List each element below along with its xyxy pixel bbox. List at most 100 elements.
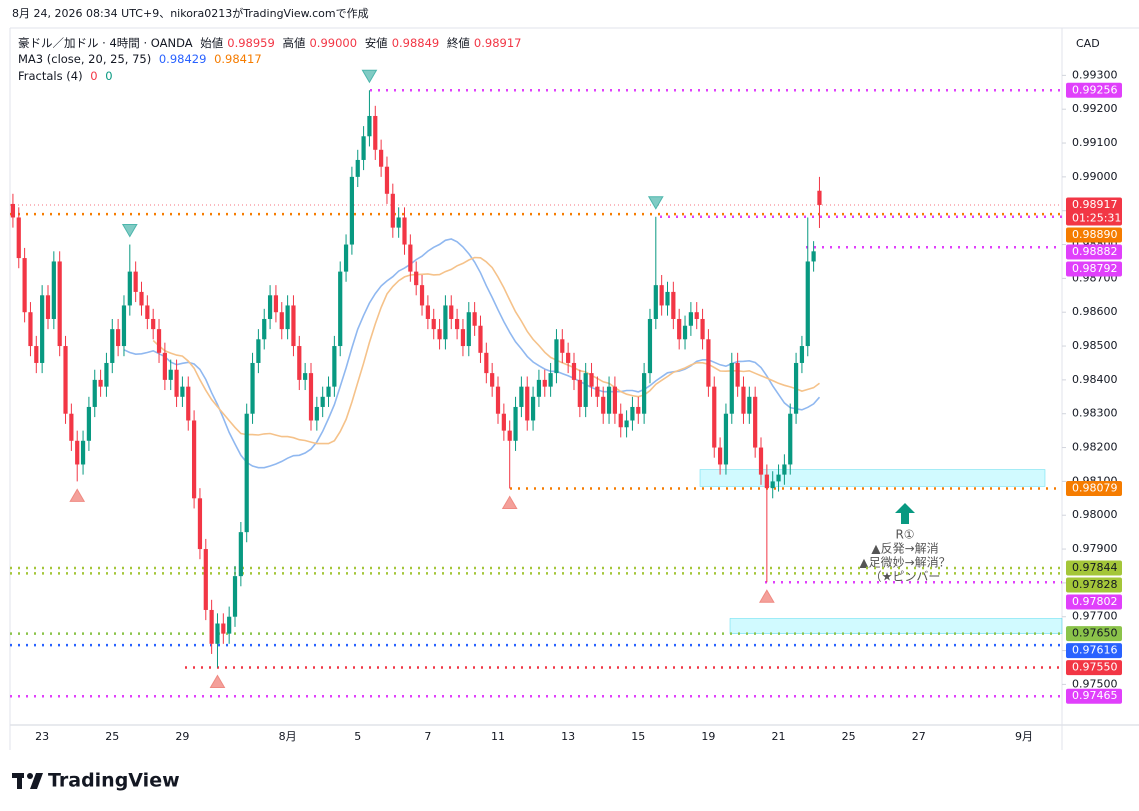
candle-body [373,115,378,150]
candle-body [279,312,284,330]
candle-body [472,312,477,326]
candle-body [566,352,571,363]
zone [699,469,1046,487]
candle-body [80,440,86,465]
candle-body [57,261,62,347]
ohlc-legend: 豪ドル／加ドル · 4時間 · OANDA 始値 0.98959 高値 0.9900… [18,35,525,51]
candle-body [250,362,255,414]
candle-body [267,295,273,319]
ohlc-value: 0.98849 [391,36,440,50]
price-label-text: 0.97802 [1072,595,1118,608]
candle-body [145,305,150,319]
candle-body [735,362,740,387]
candle-body [595,386,600,397]
candle-body [203,549,208,610]
price-label-text: 0.97616 [1072,644,1118,657]
candle-body [22,258,27,313]
y-tick-label: 0.98500 [1072,339,1118,352]
y-tick-label: 0.98400 [1072,373,1118,386]
candle-body [490,373,495,387]
candle-body [232,576,238,617]
candle-body [86,406,92,441]
candle-body [308,373,314,421]
candle-body [741,386,746,414]
ohlc-label: 高値 [282,36,306,50]
candle-body [665,291,670,306]
candle-body [110,329,115,363]
x-tick-label: 5 [354,730,361,743]
candle-body [186,386,191,421]
candle-body [98,379,103,387]
candle-body [671,291,676,319]
candle-body [326,386,331,397]
candle-body [642,373,647,414]
candle-body [513,406,518,441]
candle-body [384,166,390,194]
y-tick-label: 0.98000 [1072,508,1118,521]
candle-body [244,413,249,533]
candle-body [753,396,758,448]
candle-body [466,312,471,347]
candle-body [180,386,185,397]
candle-body [583,373,588,407]
candle-body [677,318,682,340]
logo: TradingView [12,770,180,792]
candle-body [414,271,419,286]
candle-body [478,325,483,353]
y-tick-label: 0.99200 [1072,102,1118,115]
candle-body [227,616,232,634]
price-label [1066,594,1122,610]
candle-body [454,318,460,330]
ohlc-value: 0.99000 [309,36,358,50]
y-tick-label: 0.99100 [1072,136,1118,149]
candle-body [63,346,68,414]
candle-body [273,295,279,313]
candle-body [168,369,173,380]
candle-body [618,413,623,428]
candle-body [443,305,448,340]
candle-body [519,386,524,407]
candle-body [338,271,343,347]
candle-body [799,346,805,363]
candle-body [75,440,80,465]
candle-body [10,203,16,218]
candle-body [770,481,775,489]
candle-body [601,396,606,414]
candle-body [419,285,425,306]
candle-body [659,285,664,306]
ohlc-value: 0.98917 [473,36,522,50]
ma-name: MA3 (close, 20, 25, 75) [18,52,152,66]
price-label-text: 0.98792 [1072,262,1118,275]
candle-body [320,396,325,407]
candle-body [139,291,144,306]
candle-body [507,430,512,441]
candle-body [379,149,384,167]
candle-body [343,244,349,272]
candle-body [764,474,769,489]
price-label [1066,688,1122,704]
x-tick-label: 29 [175,730,189,743]
candle-body [706,339,711,387]
candle-body [303,373,308,380]
candle-body [104,362,109,387]
candle-body [431,318,436,330]
price-label [1066,244,1122,260]
ohlc-label: 安値 [364,36,388,50]
price-label-text: 0.98890 [1072,228,1118,241]
candle-body [530,396,536,421]
candle-body [717,447,723,465]
price-label-text: 0.98079 [1072,481,1118,494]
candle-body [647,318,653,374]
price-label-text: 0.97828 [1072,578,1118,591]
candle-body [688,312,693,326]
price-label-text: 0.97650 [1072,627,1118,640]
symbol: 豪ドル／加ドル · 4時間 · OANDA [18,36,193,50]
candle-body [700,318,705,340]
candle-body [221,623,226,634]
candle-body [45,295,51,319]
x-tick-label: 13 [561,730,575,743]
x-tick-label: 25 [105,730,119,743]
candle-body [256,339,261,363]
